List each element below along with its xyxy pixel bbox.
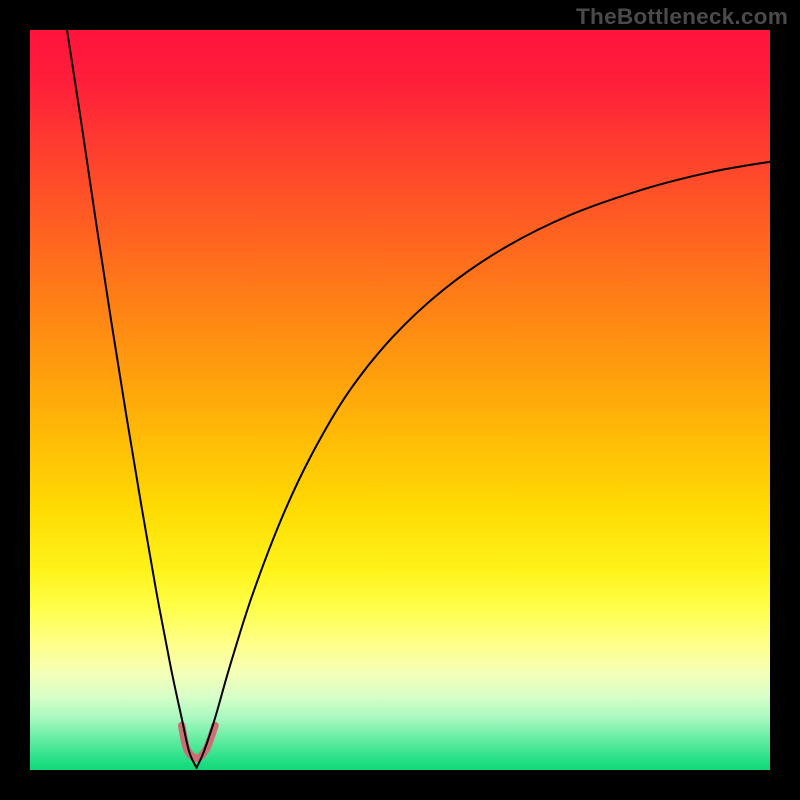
watermark-label: TheBottleneck.com (576, 4, 788, 30)
curve-left-branch (67, 30, 197, 768)
plot-area (30, 30, 770, 770)
curve-right-branch (197, 162, 771, 768)
bottleneck-curve (30, 30, 770, 770)
chart-stage: TheBottleneck.com (0, 0, 800, 800)
